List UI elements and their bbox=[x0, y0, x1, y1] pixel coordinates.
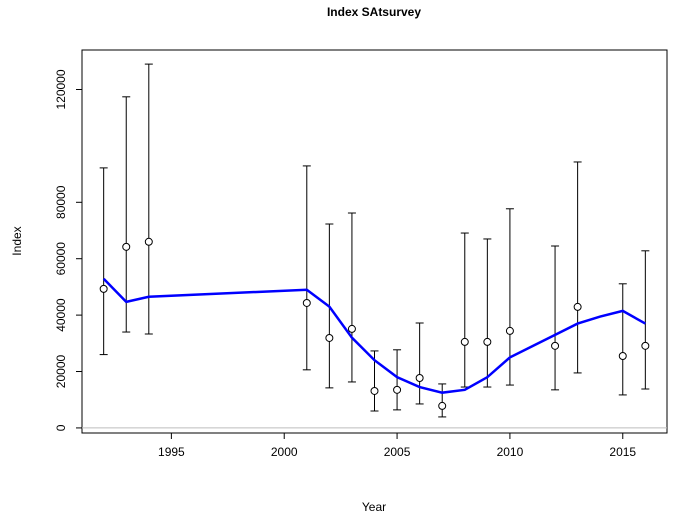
x-tick-label: 2010 bbox=[497, 445, 524, 459]
chart-title: Index SAtsurvey bbox=[327, 5, 421, 19]
observed-point bbox=[505, 326, 514, 335]
observed-point bbox=[370, 386, 379, 395]
observed-point bbox=[641, 341, 650, 350]
observed-point bbox=[618, 352, 627, 361]
observed-point bbox=[573, 302, 582, 311]
observed-point bbox=[347, 324, 356, 333]
observed-point bbox=[415, 374, 424, 383]
fit-line bbox=[102, 277, 646, 394]
observed-point bbox=[122, 242, 131, 251]
observed-point bbox=[460, 337, 469, 346]
observed-point bbox=[551, 341, 560, 350]
y-tick-label: 120000 bbox=[54, 69, 68, 109]
y-tick-label: 0 bbox=[54, 424, 68, 431]
observed-point bbox=[99, 284, 108, 293]
y-tick-label: 80000 bbox=[54, 185, 68, 219]
y-tick-label: 40000 bbox=[54, 298, 68, 332]
y-axis-label: Index bbox=[10, 226, 24, 255]
x-tick-label: 2015 bbox=[609, 445, 636, 459]
y-tick-label: 60000 bbox=[54, 242, 68, 276]
observed-point bbox=[144, 237, 153, 246]
x-tick-label: 2000 bbox=[271, 445, 298, 459]
plot-box bbox=[81, 49, 668, 434]
observed-point bbox=[483, 337, 492, 346]
x-tick-label: 1995 bbox=[158, 445, 185, 459]
x-axis-label: Year bbox=[362, 500, 386, 514]
observed-point bbox=[325, 333, 334, 342]
y-tick-label: 20000 bbox=[54, 355, 68, 389]
observed-point bbox=[302, 298, 311, 307]
x-tick-label: 2005 bbox=[384, 445, 411, 459]
observed-point bbox=[438, 401, 447, 410]
observed-point bbox=[393, 385, 402, 394]
